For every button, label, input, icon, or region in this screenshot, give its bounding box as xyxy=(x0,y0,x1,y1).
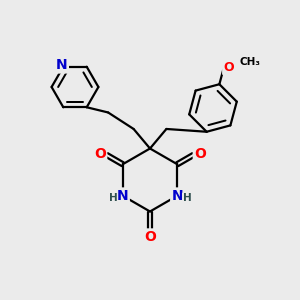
Text: O: O xyxy=(94,147,106,161)
Text: N: N xyxy=(56,58,68,72)
Text: O: O xyxy=(194,147,206,161)
Text: N: N xyxy=(117,189,128,203)
Text: O: O xyxy=(144,230,156,244)
Text: CH₃: CH₃ xyxy=(240,57,261,67)
Text: N: N xyxy=(172,189,183,203)
Text: O: O xyxy=(223,61,234,74)
Text: H: H xyxy=(109,193,118,203)
Text: H: H xyxy=(182,193,191,203)
